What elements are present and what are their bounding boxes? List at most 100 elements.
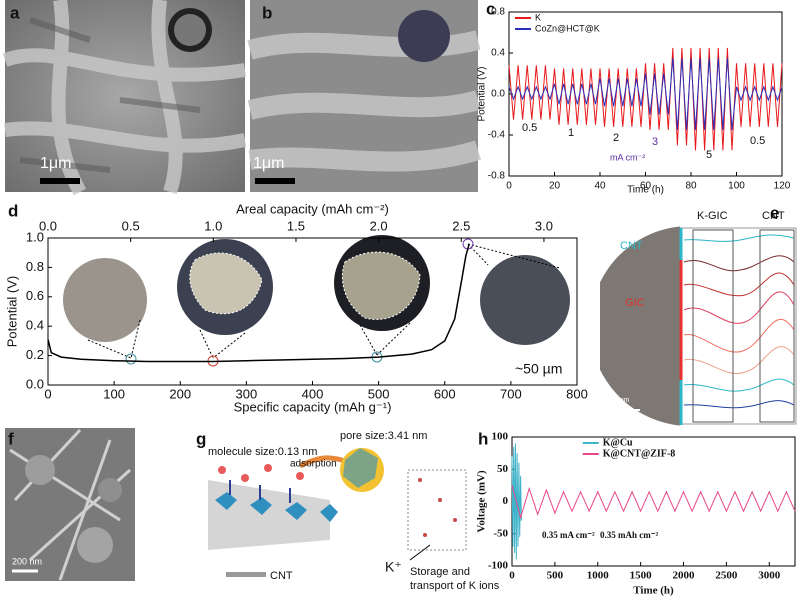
- y-tick-label: 0.8: [491, 7, 505, 18]
- g-label: pore size:3.41 nm: [340, 430, 427, 442]
- e-label: GIC: [625, 297, 645, 309]
- x2-tick-label: 3.0: [535, 218, 553, 233]
- panel-label: h: [478, 429, 488, 448]
- x2-tick-label: 2.5: [452, 218, 470, 233]
- y-tick-label: 50: [497, 463, 509, 475]
- x-tick-label: 120: [774, 181, 791, 192]
- x2-tick-label: 0.5: [122, 218, 140, 233]
- scale-bar-label: 1 mm: [612, 397, 630, 404]
- annotation: mA cm⁻²: [610, 152, 645, 162]
- g-label: CNT: [270, 570, 293, 582]
- panel-label: c: [486, 0, 495, 18]
- annotation: 2: [613, 132, 619, 144]
- panel-label: a: [10, 3, 20, 22]
- panel-label: g: [196, 429, 206, 448]
- x-tick-label: 100: [728, 181, 745, 192]
- panel-labels: a b c d e f g h: [8, 0, 779, 448]
- sem-image-a: [2, 0, 247, 196]
- x-tick-label: 80: [685, 181, 697, 192]
- x-tick-label: 2000: [673, 570, 696, 582]
- g-label: adsorption: [290, 459, 337, 470]
- panel-label: e: [770, 203, 779, 222]
- schematic-g: [208, 448, 467, 577]
- x-tick-label: 2500: [715, 570, 738, 582]
- x-tick-label: 200: [169, 386, 191, 401]
- e-label: CNT: [620, 240, 643, 252]
- panel-label: d: [8, 201, 18, 220]
- x-tick-label: 100: [103, 386, 125, 401]
- y-tick-label: 0.2: [26, 347, 44, 362]
- g-label: Storage and: [410, 566, 470, 578]
- x-tick-label: 1500: [630, 570, 653, 582]
- y-tick-label: 0.0: [26, 376, 44, 391]
- x-axis-label: Specific capacity (mAh g⁻¹): [234, 399, 392, 414]
- x-tick-label: 700: [500, 386, 522, 401]
- legend-label: K@CNT@ZIF-8: [603, 448, 676, 459]
- x-tick-label: 0: [506, 181, 512, 192]
- scale-bar-label: 1μm: [40, 155, 71, 172]
- x-tick-label: 500: [547, 570, 564, 582]
- x2-tick-label: 1.0: [204, 218, 222, 233]
- series-line: [47, 243, 470, 363]
- annotation: 0.5: [750, 135, 765, 147]
- x-tick-label: 60: [640, 181, 652, 192]
- legend-label: CoZn@HCT@K: [535, 23, 600, 33]
- plot-frame: [508, 11, 783, 177]
- scale-bar-label: 1μm: [253, 155, 284, 172]
- x-tick-label: 40: [594, 181, 606, 192]
- legend-label: K@Cu: [603, 437, 633, 448]
- annotation: 1: [568, 127, 574, 139]
- annotation: 5: [706, 149, 712, 161]
- annotation: 3: [652, 136, 658, 148]
- y-tick-label: 0.4: [26, 318, 44, 333]
- y-axis-label: Potential (V): [4, 276, 19, 348]
- y-axis-label: Potential (V): [477, 66, 488, 121]
- x-tick-label: 300: [236, 386, 258, 401]
- x-tick-label: 800: [566, 386, 588, 401]
- y-tick-label: 0.8: [26, 259, 44, 274]
- annotation: 0.35 mAh cm⁻²: [600, 530, 658, 540]
- annotation: 0.5: [522, 122, 537, 134]
- x-tick-label: 500: [368, 386, 390, 401]
- e-label: CNT: [762, 210, 785, 222]
- raman-map-e: [600, 226, 797, 426]
- x-tick-label: 0: [509, 570, 515, 582]
- y-tick-label: -0.4: [488, 130, 506, 141]
- x-tick-label: 600: [434, 386, 456, 401]
- g-label: molecule size:0.13 nm: [208, 446, 317, 458]
- x-tick-label: 0: [44, 386, 51, 401]
- sem-image-f: [5, 428, 135, 581]
- y-tick-label: -100: [488, 560, 509, 572]
- y-tick-label: 100: [492, 431, 509, 443]
- annotation: 0.35 mA cm⁻²: [542, 530, 595, 540]
- e-label: K-GIC: [697, 210, 728, 222]
- x-tick-label: 400: [302, 386, 324, 401]
- y-tick-label: 0: [503, 495, 509, 507]
- y-tick-label: 0.6: [26, 288, 44, 303]
- x-tick-label: 20: [549, 181, 561, 192]
- x2-tick-label: 0.0: [39, 218, 57, 233]
- series-line: [511, 443, 522, 560]
- panel-label: b: [262, 3, 272, 22]
- scale-bar-label: 200 nm: [12, 556, 42, 566]
- series-line: [508, 47, 783, 151]
- g-label: transport of K ions: [410, 580, 500, 592]
- x-tick-label: 3000: [758, 570, 781, 582]
- sem-image-b: [247, 0, 482, 192]
- y-tick-label: 0.4: [491, 48, 505, 59]
- y-tick-label: 0.0: [491, 89, 505, 100]
- g-label: K⁺: [385, 559, 402, 575]
- d-insets: [63, 235, 570, 367]
- x-tick-label: 1000: [587, 570, 610, 582]
- y-axis-label: Voltage (mV): [476, 470, 488, 533]
- annotation: ~50 µm: [515, 361, 562, 377]
- legend-label: K: [535, 12, 541, 22]
- x-axis-label: Time (h): [633, 585, 674, 597]
- x-axis-label: Time (h): [627, 185, 664, 196]
- y-tick-label: -50: [493, 527, 508, 539]
- x2-tick-label: 2.0: [370, 218, 388, 233]
- panel-label: f: [8, 429, 14, 448]
- y-tick-label: -0.8: [488, 171, 506, 182]
- x2-axis-label: Areal capacity (mAh cm⁻²): [236, 201, 389, 216]
